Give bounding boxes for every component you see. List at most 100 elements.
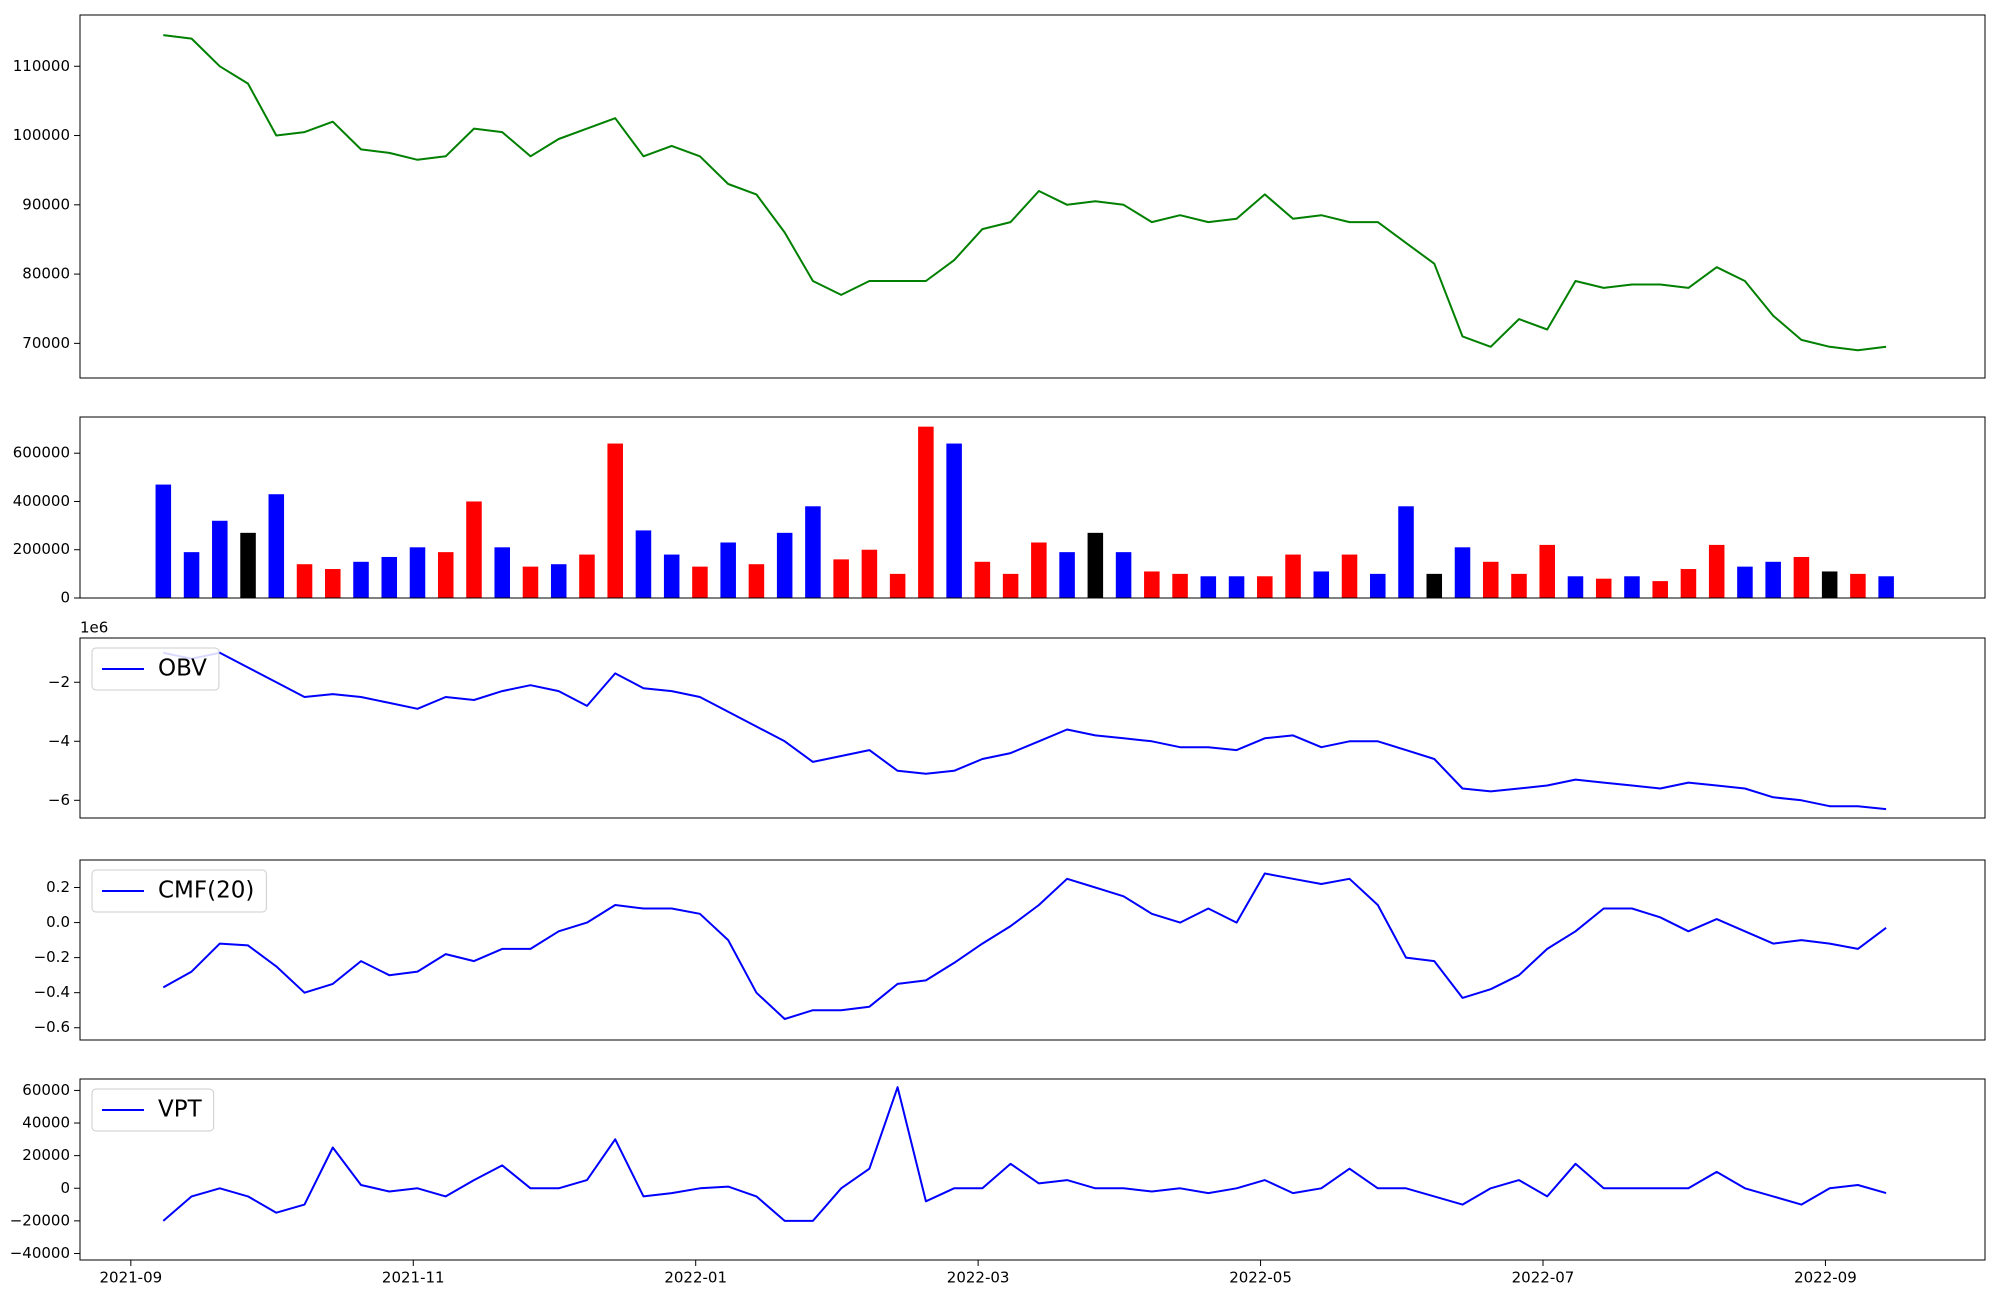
volume-bar <box>1172 573 1188 598</box>
y-tick-label: 0 <box>60 589 70 607</box>
volume-bar <box>889 573 906 598</box>
line-series <box>162 872 1887 1020</box>
y-tick-label: 0.2 <box>46 878 70 896</box>
y-tick-label: 100000 <box>13 126 70 144</box>
volume-bar <box>861 549 878 598</box>
panel-frame <box>79 14 1986 379</box>
volume-bar <box>1652 581 1668 598</box>
volume-bar <box>833 559 849 598</box>
volume-bar <box>720 542 736 598</box>
y-tick-label: 0.0 <box>46 913 70 931</box>
volume-bar <box>325 569 341 598</box>
line-series <box>163 651 1887 811</box>
volume-bar <box>1059 552 1075 598</box>
x-tick-label: 2021-09 <box>99 1269 162 1287</box>
volume-bar <box>212 520 228 598</box>
volume-bar <box>663 554 680 598</box>
y-tick-label: 600000 <box>13 444 70 462</box>
y-tick-label: −0.6 <box>34 1018 70 1036</box>
volume-bar <box>296 564 313 598</box>
volume-bar <box>409 547 426 598</box>
panel-frame <box>79 859 1986 1041</box>
legend-label: VPT <box>158 1097 203 1123</box>
volume-bar <box>183 552 200 598</box>
volume-bar <box>1426 573 1443 598</box>
volume-bar <box>353 561 369 598</box>
volume-bar <box>1313 571 1330 598</box>
legend-box <box>91 647 220 691</box>
volume-bar <box>805 506 821 598</box>
y-tick-label: 70000 <box>22 334 70 352</box>
x-tick-label: 2021-11 <box>382 1269 445 1287</box>
volume-bar <box>1257 576 1273 598</box>
volume-bar <box>579 554 595 598</box>
y-tick-label: 60000 <box>22 1081 70 1099</box>
y-tick-label: 90000 <box>22 195 70 213</box>
volume-bar <box>494 547 511 598</box>
volume-bar <box>1765 561 1781 598</box>
volume-bar <box>974 561 991 598</box>
volume-bar <box>466 501 482 598</box>
y-tick-label: 20000 <box>22 1146 70 1164</box>
volume-bar <box>748 564 765 598</box>
volume-bar <box>268 494 285 598</box>
panel-frame <box>79 416 1986 599</box>
legend-box <box>91 869 267 913</box>
y-tick-label: −2 <box>48 673 70 691</box>
volume-bar <box>692 566 708 598</box>
panel-frame <box>79 637 1986 819</box>
volume-bar <box>1511 573 1527 598</box>
volume-bar <box>437 552 454 598</box>
line-series <box>163 34 1887 352</box>
y-tick-label: 200000 <box>13 540 70 558</box>
volume-bar <box>1793 556 1810 598</box>
volume-bar <box>1144 571 1160 598</box>
volume-bar <box>1031 542 1047 598</box>
legend-label: CMF(20) <box>158 878 254 904</box>
y-tick-label: 400000 <box>13 492 70 510</box>
y-tick-label: −6 <box>48 791 70 809</box>
volume-bar <box>1370 573 1386 598</box>
volume-bar <box>550 564 567 598</box>
volume-bar <box>1398 506 1414 598</box>
volume-bar <box>1200 576 1217 598</box>
x-tick-label: 2022-09 <box>1794 1269 1857 1287</box>
volume-bar <box>1482 561 1499 598</box>
offset-label: 1e6 <box>80 619 108 637</box>
panel-frame <box>79 1078 1986 1261</box>
x-tick-label: 2022-03 <box>947 1269 1010 1287</box>
y-tick-label: 110000 <box>13 57 70 75</box>
volume-bar <box>1539 544 1555 598</box>
legend-box <box>91 1088 215 1132</box>
volume-bar <box>946 443 962 598</box>
volume-bar <box>1821 571 1838 598</box>
volume-bar <box>240 532 256 598</box>
volume-bar <box>1850 573 1866 598</box>
volume-bar <box>1624 576 1640 598</box>
line-series <box>162 1086 1887 1222</box>
x-tick-label: 2022-01 <box>664 1269 727 1287</box>
y-tick-label: 0 <box>60 1179 70 1197</box>
volume-bar <box>1708 544 1725 598</box>
y-tick-label: −0.2 <box>34 948 70 966</box>
volume-bar <box>607 443 623 598</box>
volume-bar <box>1595 578 1612 598</box>
volume-bar <box>1680 569 1697 598</box>
y-tick-label: −0.4 <box>34 983 70 1001</box>
volume-bar <box>1002 573 1019 598</box>
legend-label: OBV <box>158 656 207 682</box>
volume-bar <box>1285 554 1301 598</box>
volume-bar <box>1737 566 1753 598</box>
volume-bar <box>522 566 539 598</box>
volume-bar <box>1115 552 1132 598</box>
volume-bar <box>381 556 398 598</box>
x-tick-label: 2022-05 <box>1229 1269 1292 1287</box>
volume-bar <box>918 426 934 598</box>
volume-bar <box>1087 532 1104 598</box>
volume-bar <box>1454 547 1471 598</box>
volume-bar <box>1228 576 1245 598</box>
volume-bar <box>776 532 793 598</box>
volume-bar <box>1878 576 1894 598</box>
x-tick-label: 2022-07 <box>1512 1269 1575 1287</box>
